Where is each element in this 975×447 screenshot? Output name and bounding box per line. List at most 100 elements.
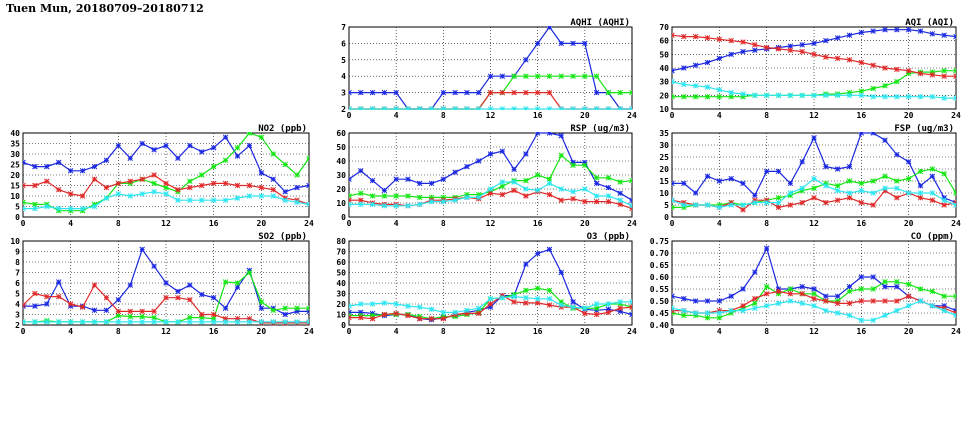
data-point bbox=[846, 312, 853, 319]
data-point bbox=[716, 315, 723, 321]
data-point bbox=[953, 190, 956, 196]
y-tick-label: 6 bbox=[15, 279, 20, 288]
data-point bbox=[775, 46, 782, 52]
data-point bbox=[452, 106, 458, 110]
data-point bbox=[55, 159, 62, 166]
x-tick-label: 16 bbox=[533, 219, 543, 228]
data-point bbox=[811, 40, 817, 47]
data-point bbox=[704, 35, 711, 41]
data-point bbox=[511, 89, 517, 96]
y-tick-label: 40 bbox=[336, 279, 346, 288]
chart-title: AQHI (AQHI) bbox=[570, 18, 630, 28]
y-tick-label: 70 bbox=[336, 248, 346, 257]
data-point bbox=[198, 149, 205, 155]
data-point bbox=[91, 163, 98, 170]
data-point bbox=[222, 279, 229, 285]
data-point bbox=[870, 202, 876, 208]
data-point bbox=[405, 176, 411, 182]
data-point bbox=[894, 26, 900, 33]
series-group bbox=[23, 246, 309, 326]
data-point bbox=[175, 155, 181, 161]
data-point bbox=[306, 305, 309, 311]
data-point bbox=[617, 197, 623, 203]
data-point bbox=[763, 92, 770, 99]
data-point bbox=[258, 193, 265, 199]
data-point bbox=[894, 307, 900, 314]
data-point bbox=[558, 73, 565, 79]
data-point bbox=[534, 132, 541, 136]
data-point bbox=[929, 197, 936, 203]
data-point bbox=[763, 245, 770, 251]
data-point bbox=[175, 319, 181, 325]
data-point bbox=[704, 173, 711, 179]
data-point bbox=[929, 190, 936, 196]
data-point bbox=[763, 291, 770, 297]
x-tick-label: 20 bbox=[257, 219, 267, 228]
data-point bbox=[282, 319, 288, 325]
data-point bbox=[151, 308, 157, 315]
data-point bbox=[198, 311, 205, 318]
data-point bbox=[917, 195, 924, 201]
data-point bbox=[452, 309, 458, 316]
data-point bbox=[728, 89, 734, 96]
data-point bbox=[405, 303, 411, 309]
data-point bbox=[823, 92, 829, 99]
data-point bbox=[139, 191, 145, 197]
y-tick-label: 0.65 bbox=[650, 261, 669, 270]
data-point bbox=[787, 291, 794, 297]
data-point bbox=[258, 305, 265, 311]
data-point bbox=[593, 106, 600, 110]
y-tick-label: 10 bbox=[336, 311, 346, 320]
data-point bbox=[151, 189, 157, 195]
x-tick-label: 8 bbox=[441, 327, 446, 336]
data-point bbox=[187, 197, 193, 203]
data-point bbox=[246, 269, 253, 276]
data-point bbox=[681, 93, 687, 100]
data-point bbox=[534, 172, 541, 178]
data-point bbox=[210, 294, 217, 301]
data-point bbox=[929, 173, 936, 179]
y-tick-label: 40 bbox=[10, 129, 20, 138]
data-point bbox=[929, 288, 936, 295]
y-tick-label: 30 bbox=[659, 141, 669, 150]
data-point bbox=[163, 280, 169, 286]
data-point bbox=[740, 202, 746, 208]
data-point bbox=[511, 166, 517, 173]
data-point bbox=[393, 176, 399, 182]
data-point bbox=[234, 153, 241, 159]
x-tick-label: 16 bbox=[857, 327, 867, 336]
data-point bbox=[593, 301, 600, 307]
data-point bbox=[728, 51, 734, 58]
data-point bbox=[358, 89, 364, 96]
data-point bbox=[32, 201, 38, 208]
chart-title: RSP (ug/m3) bbox=[570, 124, 630, 134]
data-point bbox=[349, 176, 352, 182]
y-tick-label: 25 bbox=[10, 161, 20, 170]
data-point bbox=[151, 180, 157, 187]
data-point bbox=[115, 191, 122, 197]
data-point bbox=[115, 297, 122, 303]
data-point bbox=[941, 32, 947, 38]
data-point bbox=[222, 319, 229, 325]
data-point bbox=[349, 197, 352, 203]
data-point bbox=[846, 57, 853, 63]
data-point bbox=[672, 180, 675, 187]
data-point bbox=[570, 299, 576, 305]
data-point bbox=[929, 93, 936, 100]
data-point bbox=[570, 196, 576, 202]
data-point bbox=[740, 303, 746, 309]
data-point bbox=[763, 283, 770, 290]
data-point bbox=[823, 163, 829, 170]
data-point bbox=[198, 291, 205, 298]
data-point bbox=[358, 106, 364, 110]
data-point bbox=[139, 246, 145, 253]
x-tick-label: 4 bbox=[68, 327, 73, 336]
data-point bbox=[905, 293, 912, 299]
data-point bbox=[811, 175, 817, 182]
data-point bbox=[139, 308, 145, 315]
data-point bbox=[953, 67, 956, 74]
data-point bbox=[369, 315, 376, 322]
x-tick-label: 4 bbox=[717, 219, 722, 228]
data-point bbox=[523, 57, 529, 63]
